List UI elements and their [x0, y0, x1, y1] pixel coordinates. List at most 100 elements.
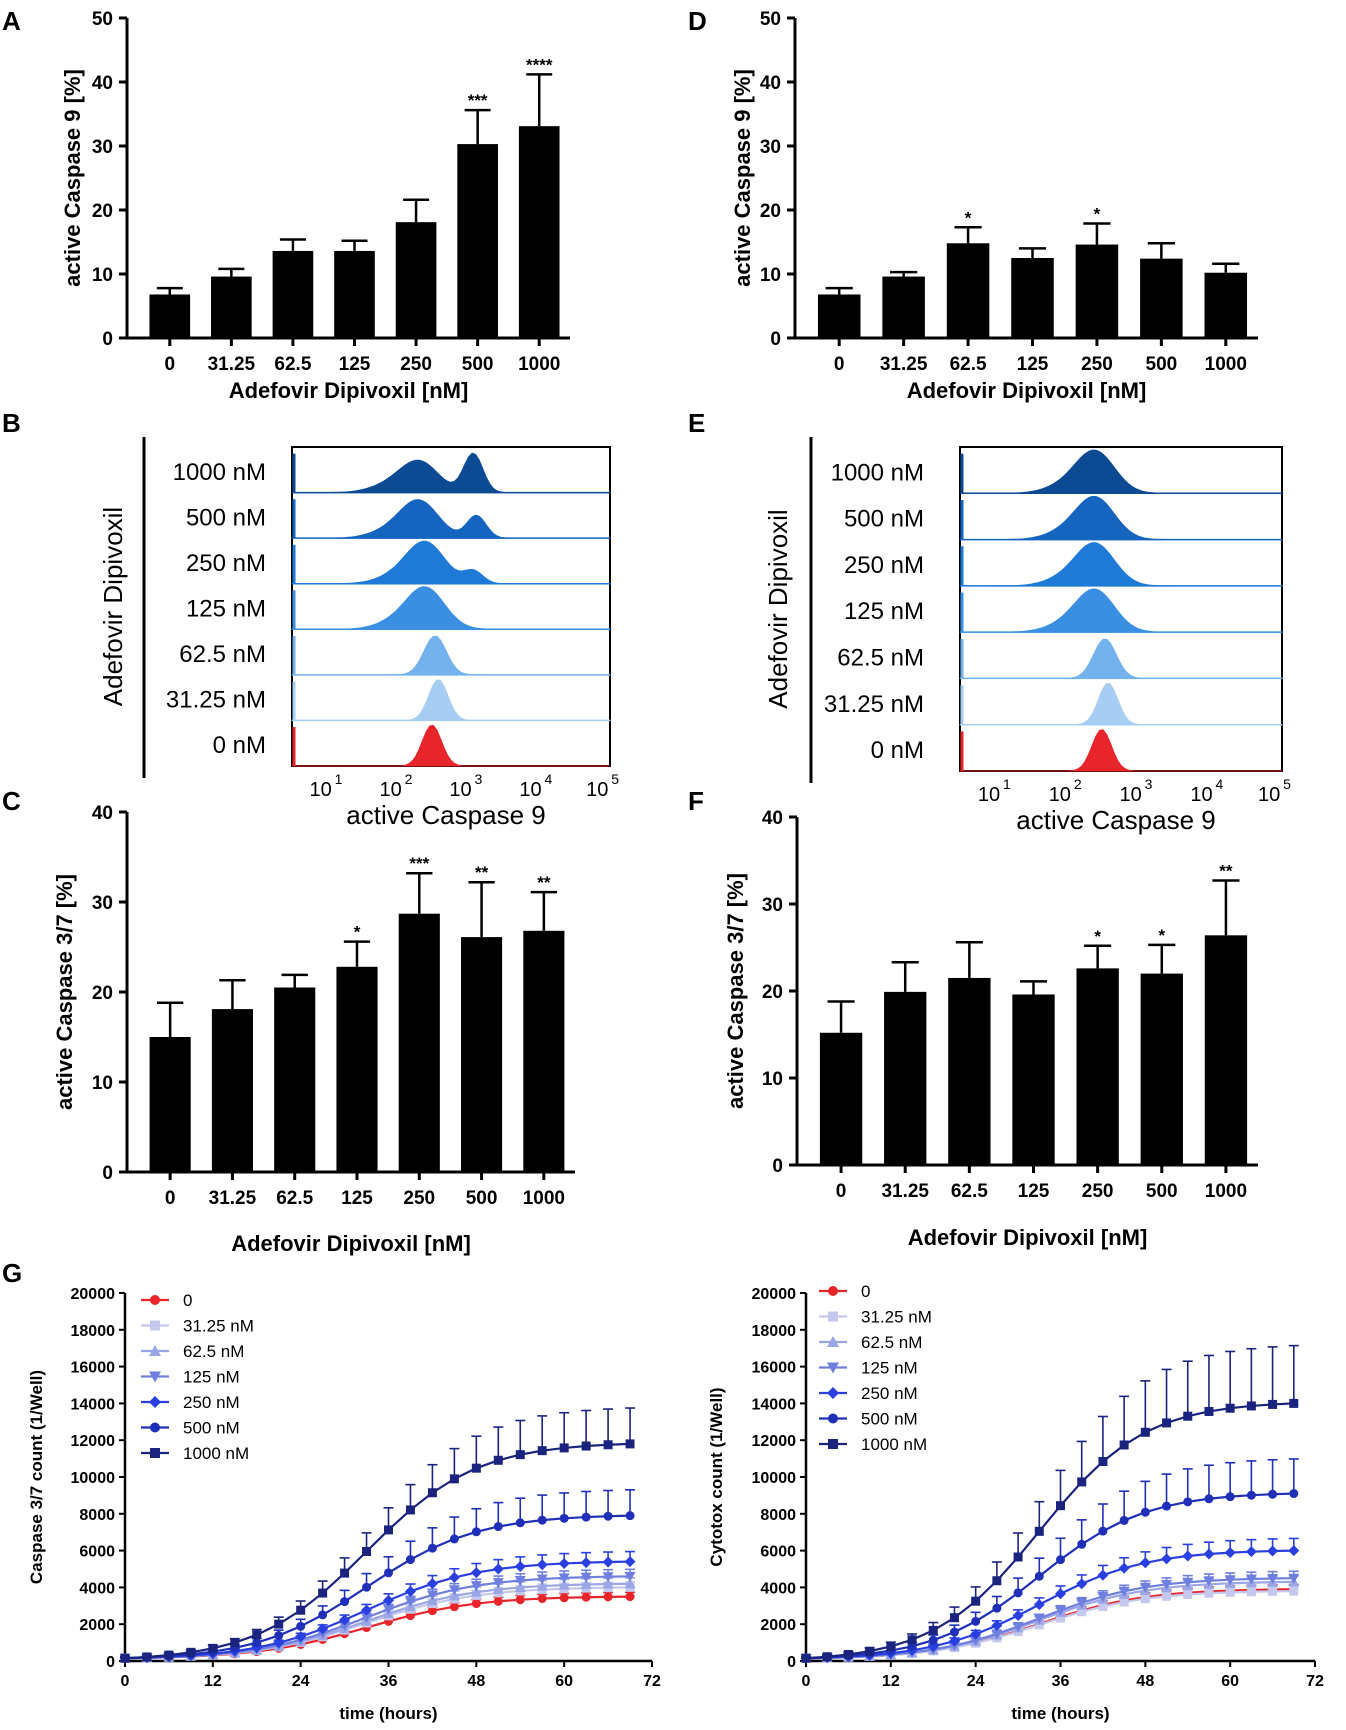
bar-0: [819, 1032, 863, 1165]
data-point: [1182, 1550, 1194, 1562]
data-point: [449, 1534, 459, 1544]
data-point: [828, 1311, 838, 1322]
data-point: [150, 1320, 160, 1331]
data-point: [514, 1575, 526, 1586]
data-point: [558, 1557, 570, 1569]
x-tick-label: 250: [1081, 354, 1113, 375]
data-point: [1245, 1574, 1257, 1585]
x-axis-title: Adefovir Dipivoxil [nM]: [231, 1231, 471, 1256]
row-label: 500 nM: [186, 504, 266, 531]
y-tick-label: 30: [762, 895, 783, 916]
data-point: [1246, 1490, 1256, 1500]
row-label: 1000 nM: [831, 459, 924, 486]
legend-label: 31.25 nM: [861, 1308, 932, 1327]
bar-250: [395, 222, 437, 338]
data-point: [361, 1612, 373, 1623]
data-point: [1077, 1607, 1087, 1617]
data-point: [625, 1511, 635, 1521]
data-point: [492, 1583, 504, 1594]
y-tick-label: 10000: [752, 1470, 797, 1487]
y-tick-label: 16000: [752, 1360, 797, 1377]
y-tick-label: 4000: [79, 1580, 115, 1597]
data-point: [1183, 1497, 1193, 1507]
data-point: [471, 1527, 481, 1537]
data-point: [625, 1439, 635, 1449]
data-point: [383, 1594, 394, 1606]
data-point: [230, 1638, 240, 1648]
data-point: [149, 1345, 161, 1356]
data-point: [992, 1576, 1002, 1586]
data-point: [448, 1571, 460, 1583]
histogram-62.5-nM: [291, 635, 611, 676]
panel-label-a: A: [2, 6, 21, 36]
legend-label: 0: [861, 1282, 870, 1301]
data-point: [907, 1635, 917, 1645]
y-tick-label: 20: [92, 983, 113, 1004]
data-point: [448, 1590, 460, 1601]
histogram-0-nM: [960, 729, 1282, 772]
decade-exponent: 4: [1216, 776, 1224, 792]
data-point: [603, 1440, 613, 1450]
data-point: [1162, 1591, 1172, 1601]
data-point: [1119, 1440, 1129, 1450]
legend-label: 500 nM: [183, 1419, 240, 1438]
data-point: [1013, 1588, 1023, 1598]
y-axis-title: active Caspase 3/7 [%]: [723, 873, 748, 1109]
y-tick-label: 12000: [71, 1433, 116, 1450]
x-tick-label: 31.25: [881, 1181, 929, 1202]
data-point: [1034, 1620, 1044, 1630]
data-point: [992, 1603, 1002, 1613]
bar-62.5: [274, 987, 316, 1172]
x-tick-label: 62.5: [276, 1188, 313, 1209]
data-point: [1225, 1492, 1235, 1502]
row-label: 62.5 nM: [179, 641, 266, 668]
decade-base: 10: [379, 779, 401, 801]
bar-125: [1011, 258, 1054, 338]
data-point: [558, 1573, 570, 1584]
data-point: [971, 1616, 981, 1626]
histogram-1000-nM: [291, 452, 611, 494]
bar-31.25: [884, 991, 927, 1165]
data-point: [427, 1606, 437, 1616]
bar-0: [149, 1037, 191, 1172]
y-tick-label: 10: [92, 265, 113, 286]
significance-mark: **: [537, 873, 551, 892]
data-point: [1097, 1569, 1109, 1581]
decade-exponent: 3: [1145, 776, 1153, 792]
data-point: [1268, 1586, 1278, 1596]
data-point: [1288, 1545, 1300, 1557]
data-point: [1246, 1587, 1256, 1597]
data-point: [581, 1592, 591, 1602]
data-point: [949, 1613, 959, 1623]
decade-base: 10: [1049, 784, 1071, 806]
data-point: [362, 1546, 372, 1556]
histogram-250-nM: [291, 540, 611, 585]
decade-exponent: 5: [1283, 776, 1291, 792]
data-point: [514, 1581, 526, 1592]
y-tick-label: 50: [760, 9, 781, 30]
data-point: [827, 1336, 839, 1347]
histogram-1000-nM: [959, 449, 1283, 494]
bar-125: [1012, 994, 1055, 1165]
data-point: [340, 1597, 350, 1607]
data-point: [1203, 1576, 1215, 1587]
data-point: [1034, 1526, 1044, 1536]
series-line-62.5-nM: [124, 1582, 631, 1660]
decade-base: 10: [1120, 784, 1142, 806]
data-point: [492, 1563, 504, 1575]
data-point: [948, 1635, 960, 1647]
y-tick-label: 20000: [752, 1286, 797, 1303]
bar-31.25: [211, 1009, 253, 1172]
x-tick-label: 62.5: [951, 1181, 988, 1202]
x-tick-label: 1000: [1205, 1181, 1247, 1202]
y-axis-title: active Caspase 9 [%]: [60, 69, 85, 287]
data-point: [971, 1596, 981, 1606]
data-point: [1289, 1398, 1299, 1408]
data-point: [865, 1646, 875, 1656]
x-tick-label: 1000: [518, 354, 560, 375]
legend-label: 62.5 nM: [861, 1333, 922, 1352]
x-tick-label: 0: [836, 1181, 847, 1202]
data-point: [1139, 1582, 1151, 1593]
line-chart-g-left: 0200040006000800010000120001400016000180…: [27, 1286, 661, 1723]
